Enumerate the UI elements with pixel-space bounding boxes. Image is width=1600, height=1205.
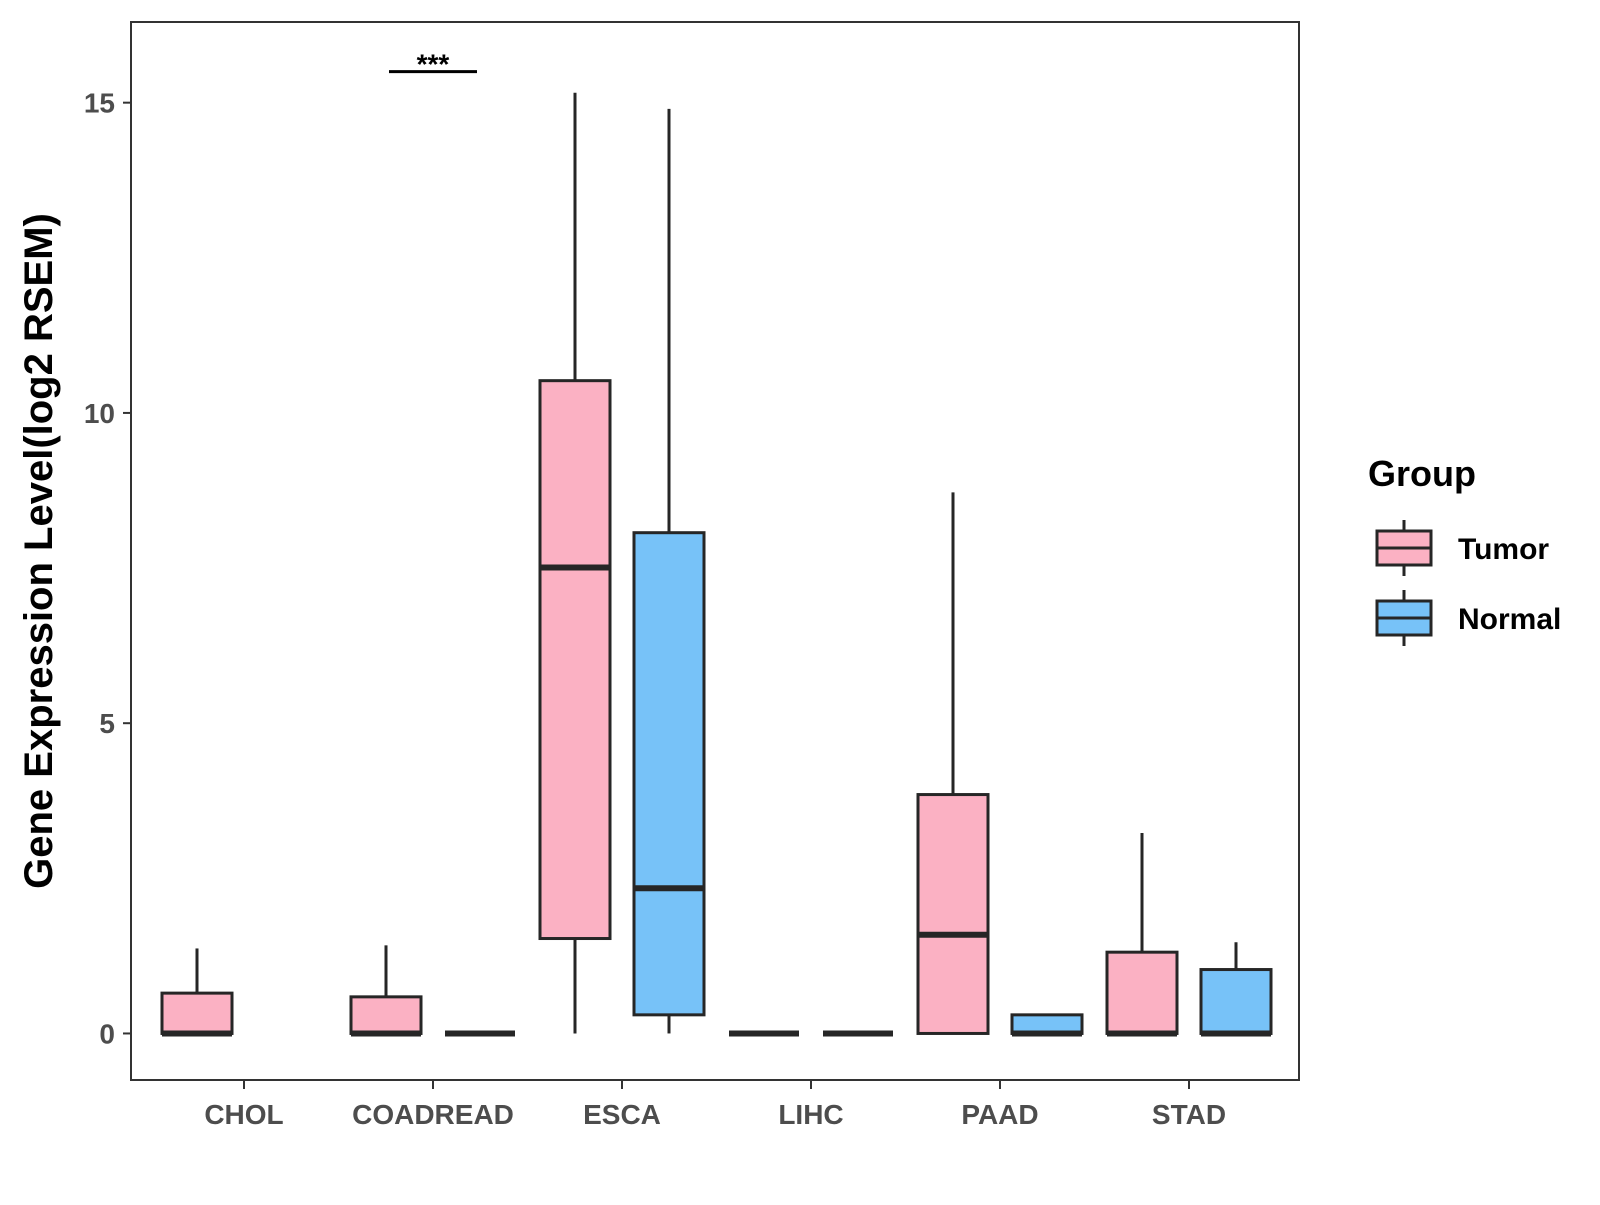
x-tick-label: STAD [1152,1099,1226,1130]
box-tumor-paad [916,492,990,1035]
y-axis: 0 5 10 15 [84,88,131,1049]
box-body [632,531,706,1017]
y-tick-label: 5 [99,708,115,739]
legend-title: Group [1368,453,1476,494]
plot-panel [130,21,1300,1081]
legend-entry-normal: Normal [1375,590,1561,646]
x-tick-label: LIHC [778,1099,843,1130]
box-tumor-chol [160,948,234,1037]
x-tick-label: ESCA [583,1099,661,1130]
box-series [160,92,1273,1037]
y-axis-title: Gene Expression Level(log2 RSEM) [17,213,61,889]
box-normal-paad [1010,1013,1084,1037]
box-normal-stad [1199,942,1273,1037]
significance-label: *** [417,49,450,80]
box-body [916,793,990,1035]
legend: Group Tumor Normal [1368,453,1561,646]
x-tick-label: PAAD [961,1099,1038,1130]
y-tick-label: 10 [84,398,115,429]
box-tumor-esca [538,92,612,1034]
box-tumor-coadread [349,945,423,1037]
legend-label: Normal [1458,603,1561,636]
box-body [1199,968,1273,1035]
y-tick-label: 15 [84,88,115,119]
box-body [1105,950,1179,1035]
significance-annotations: *** [389,49,477,80]
x-tick-label: COADREAD [352,1099,514,1130]
legend-entry-tumor: Tumor [1375,520,1549,576]
box-normal-esca [632,108,706,1034]
box-body [538,379,612,941]
box-tumor-stad [1105,833,1179,1037]
y-tick-label: 0 [99,1018,115,1049]
x-tick-label: CHOL [204,1099,283,1130]
box-body [160,991,234,1035]
legend-label: Tumor [1458,533,1549,566]
x-axis: CHOL COADREAD ESCA LIHC PAAD STAD [204,1080,1226,1130]
box-body [349,995,423,1035]
